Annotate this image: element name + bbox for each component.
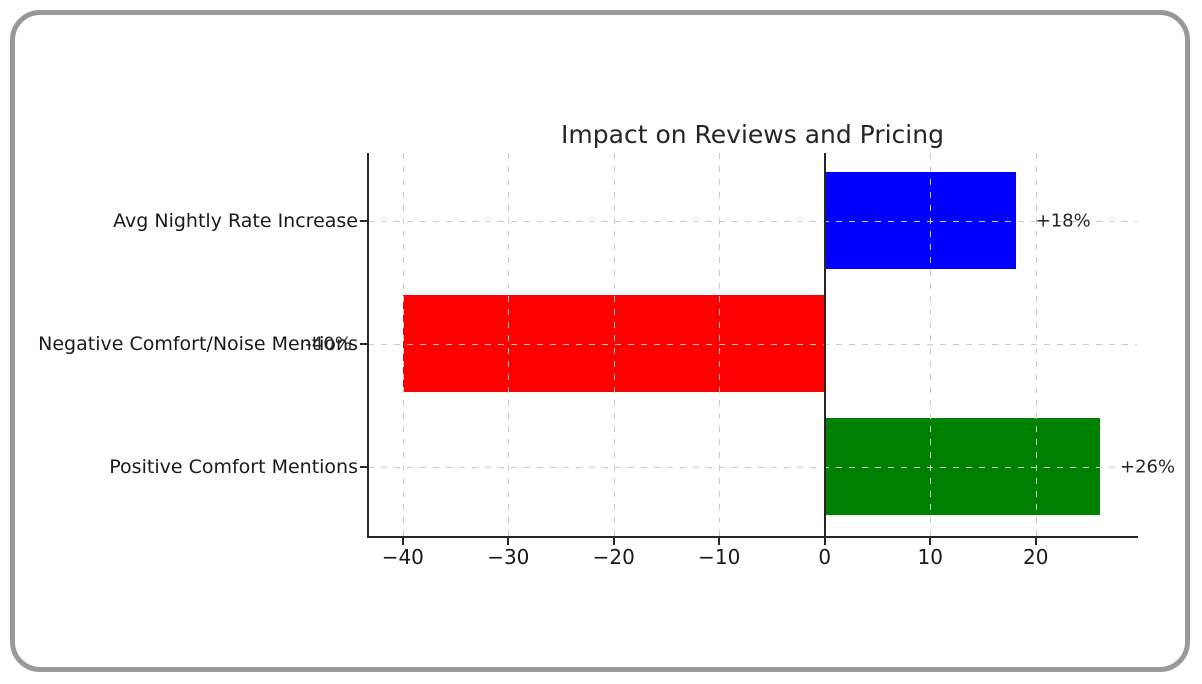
x-tick-mark-5 xyxy=(929,537,932,545)
y-tick-mark-2 xyxy=(360,465,368,468)
category-label-2: Positive Comfort Mentions xyxy=(109,455,358,478)
plot-area: −40 −30 −20 −10 0 10 20 Avg Nightly Rate Increa… xyxy=(38,153,1175,569)
x-gridline-1 xyxy=(508,153,510,537)
x-axis-spine xyxy=(367,536,1138,538)
x-gridline-0 xyxy=(402,153,404,537)
zero-line xyxy=(823,153,826,537)
x-tick-label-6: 20 xyxy=(1022,545,1049,569)
y-gridline-0 xyxy=(368,220,1137,222)
x-tick-mark-4 xyxy=(823,537,826,545)
x-tick-label-1: −30 xyxy=(487,545,530,569)
y-gridline-2 xyxy=(368,466,1137,468)
category-label-1: Negative Comfort/Noise Mentions xyxy=(38,332,358,355)
bar-value-label-1: -40% xyxy=(305,333,352,354)
x-gridline-2 xyxy=(613,153,615,537)
y-axis-spine xyxy=(367,153,369,537)
bar-value-label-2: +26% xyxy=(1120,456,1176,477)
bar-value-label-0: +18% xyxy=(1035,210,1091,231)
x-tick-label-2: −20 xyxy=(592,545,635,569)
x-tick-mark-6 xyxy=(1034,537,1037,545)
x-tick-mark-2 xyxy=(612,537,615,545)
x-tick-label-3: −10 xyxy=(698,545,741,569)
y-tick-mark-1 xyxy=(360,342,368,345)
y-gridline-1 xyxy=(368,343,1137,345)
x-gridline-3 xyxy=(719,153,721,537)
y-tick-mark-0 xyxy=(360,219,368,222)
x-tick-label-4: 0 xyxy=(818,545,832,569)
chart-title: Impact on Reviews and Pricing xyxy=(561,120,944,149)
x-gridline-6 xyxy=(1035,153,1037,537)
x-tick-mark-3 xyxy=(718,537,721,545)
category-label-0: Avg Nightly Rate Increase xyxy=(113,209,358,232)
x-tick-mark-0 xyxy=(401,537,404,545)
x-tick-mark-1 xyxy=(507,537,510,545)
x-gridline-5 xyxy=(930,153,932,537)
x-tick-label-0: −40 xyxy=(381,545,424,569)
x-tick-label-5: 10 xyxy=(917,545,943,569)
